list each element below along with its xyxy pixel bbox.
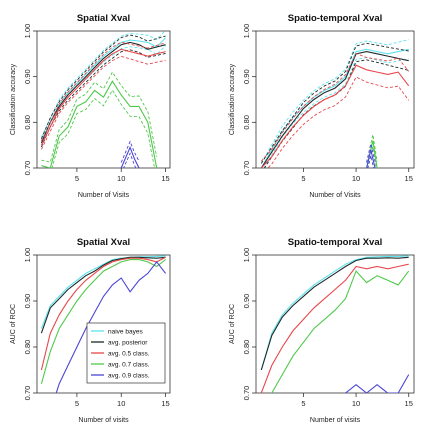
- series-band-avg_posterior: [260, 42, 409, 164]
- x-axis-label: Number of Visits: [309, 192, 361, 199]
- series-band-naive_bayes: [40, 45, 166, 145]
- x-tick-label: 5: [301, 174, 305, 183]
- y-tick-label: 0.90: [242, 294, 251, 309]
- y-tick-label: 0.70: [23, 161, 32, 176]
- y-axis-label: AUC of ROC: [10, 304, 17, 344]
- y-tick-label: 0.70: [242, 386, 251, 401]
- y-tick-label: 0.80: [242, 340, 251, 355]
- series-band-avg_07: [367, 146, 377, 168]
- series-line-avg_07: [271, 270, 410, 393]
- series-group: [260, 255, 410, 393]
- series-line-avg_09: [366, 149, 376, 168]
- series-line-avg_09: [344, 374, 410, 393]
- series-line-naive_bayes: [260, 48, 409, 168]
- y-axis-label: AUC of ROC: [229, 304, 236, 344]
- x-tick-label: 5: [75, 174, 79, 183]
- y-axis-label: Classification accuracy: [10, 63, 17, 135]
- x-tick-label: 10: [117, 174, 125, 183]
- legend-label: avg. 0.9 class.: [108, 372, 150, 379]
- y-tick-label: 0.90: [242, 69, 251, 84]
- x-axis-label: Number of visits: [310, 417, 361, 424]
- y-tick-label: 0.90: [23, 69, 32, 84]
- x-tick-label: 5: [301, 399, 305, 408]
- y-tick-label: 0.70: [242, 161, 251, 176]
- series-band-naive_bayes: [263, 57, 409, 168]
- series-group: [40, 31, 166, 168]
- series-line-avg_posterior: [260, 256, 409, 371]
- x-tick-label: 10: [117, 399, 125, 408]
- series-band-avg_07: [366, 134, 378, 163]
- series-line-avg_posterior: [40, 41, 166, 144]
- series-line-avg_07: [40, 259, 166, 384]
- series-band-avg_09: [366, 143, 376, 163]
- legend-label: naive bayes: [108, 328, 143, 335]
- y-tick-label: 0.90: [23, 294, 32, 309]
- series-band-avg_07: [41, 71, 158, 163]
- series-group: [40, 255, 167, 393]
- y-tick-label: 0.80: [23, 340, 32, 355]
- panel-title: Spatial Xval: [77, 13, 130, 24]
- series-line-avg_05: [40, 48, 166, 146]
- series-band-avg_07: [51, 89, 155, 168]
- x-tick-label: 10: [352, 174, 360, 183]
- panel-title: Spatio-temporal Xval: [288, 13, 383, 24]
- y-tick-label: 1.00: [23, 24, 32, 39]
- chart-panel-1: Spatial Xval 5 10 15 0.70 0.80 0.90 1.00 Number …: [10, 13, 171, 199]
- series-line-avg_07: [41, 80, 158, 168]
- legend-label: avg. posterior: [108, 339, 148, 346]
- series-band-avg_posterior: [40, 34, 166, 139]
- plot-frame: [36, 30, 171, 169]
- x-tick-label: 15: [161, 399, 169, 408]
- series-band-avg_05: [40, 41, 166, 142]
- series-line-avg_09: [120, 145, 140, 168]
- x-tick-label: 15: [161, 174, 169, 183]
- series-line-naive_bayes: [40, 255, 166, 329]
- series-band-avg_09: [123, 152, 137, 168]
- x-axis-label: Number of Visits: [78, 192, 130, 199]
- series-line-avg_05: [260, 64, 410, 168]
- legend-label: avg. 0.7 class.: [108, 361, 150, 368]
- plot-frame: [255, 254, 415, 394]
- series-line-naive_bayes: [40, 37, 166, 141]
- series-line-avg_posterior: [260, 51, 409, 168]
- y-tick-label: 1.00: [242, 248, 251, 263]
- y-tick-label: 1.00: [242, 24, 251, 39]
- y-tick-label: 0.80: [242, 115, 251, 130]
- x-axis-label: Number of visits: [78, 417, 129, 424]
- y-axis-label: Classification accuracy: [229, 63, 236, 135]
- legend: naive bayes avg. posterior avg. 0.5 class.…: [86, 322, 166, 384]
- series-band-avg_05: [267, 76, 410, 168]
- series-band-avg_posterior: [263, 59, 409, 168]
- series-band-avg_05: [260, 52, 410, 162]
- y-tick-label: 0.80: [23, 115, 32, 130]
- y-tick-label: 0.70: [23, 386, 32, 401]
- series-line-avg_05: [260, 263, 409, 393]
- x-tick-label: 5: [75, 399, 79, 408]
- panel-title: Spatial Xval: [77, 237, 130, 248]
- chart-panel-4: Spatio-temporal Xval 5 10 15 0.70 0.80 0.90 1.0…: [229, 237, 415, 424]
- x-tick-label: 10: [352, 399, 360, 408]
- series-group: [260, 39, 410, 168]
- series-band-naive_bayes: [40, 31, 166, 138]
- series-line-naive_bayes: [260, 255, 409, 371]
- x-tick-label: 15: [405, 174, 413, 183]
- y-tick-label: 1.00: [23, 248, 32, 263]
- plot-frame: [255, 30, 415, 169]
- chart-panel-2: Spatio-temporal Xval 5 10 15 0.70 0.80 0.90 1.0…: [229, 13, 415, 199]
- series-band-avg_09: [120, 140, 140, 163]
- series-band-naive_bayes: [260, 39, 409, 164]
- series-line-avg_05: [40, 256, 166, 371]
- chart-panel-3: Spatial Xval 5 10 15 0.70 0.80 0.90 1.00 Number …: [10, 237, 171, 424]
- panel-title: Spatio-temporal Xval: [288, 237, 383, 248]
- legend-label: avg. 0.5 class.: [108, 350, 150, 357]
- series-line-avg_posterior: [40, 256, 166, 334]
- series-band-avg_09: [367, 155, 375, 168]
- series-line-avg_09: [55, 261, 167, 393]
- x-tick-label: 15: [405, 399, 413, 408]
- plot-frame: [36, 254, 171, 394]
